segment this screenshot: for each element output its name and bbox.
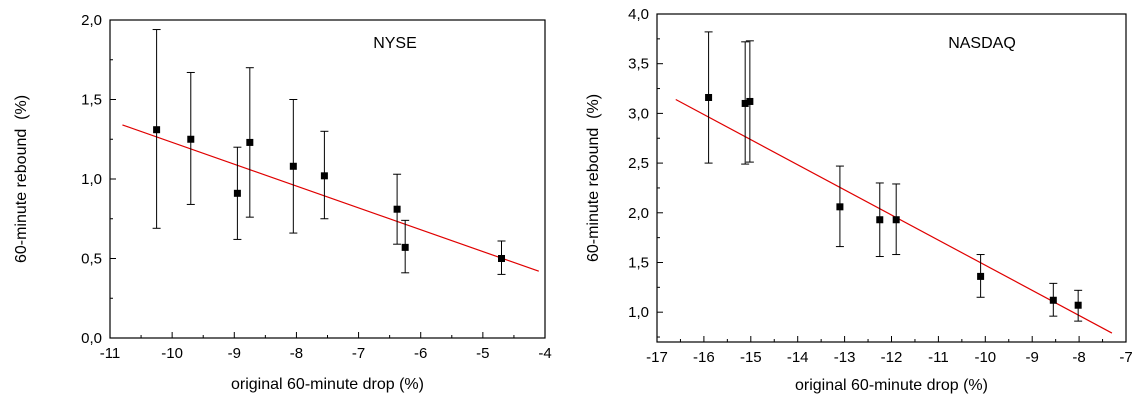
- x-tick-label: -11: [100, 345, 121, 362]
- y-tick-label: 2,0: [628, 205, 649, 222]
- x-tick-label: -11: [928, 349, 949, 366]
- y-tick-label: 1,5: [81, 92, 102, 109]
- plot-frame: [656, 13, 1127, 343]
- y-tick-label: 2,0: [81, 12, 102, 29]
- x-tick-label: -9: [1026, 349, 1039, 366]
- data-point: [320, 172, 328, 180]
- y-tick-label: 0,0: [81, 330, 102, 347]
- data-point: [401, 243, 409, 251]
- x-tick-label: -7: [1119, 349, 1132, 366]
- data-point: [393, 205, 401, 213]
- data-point: [1049, 296, 1057, 304]
- x-axis-label: original 60-minute drop (%): [231, 376, 424, 393]
- data-point: [977, 272, 985, 280]
- data-point: [876, 216, 884, 224]
- data-point: [705, 93, 713, 101]
- chart-panel-0: -11 -10 -9 -8 -7 -6 -5 -4 0,0 0,5 1,0 1,5 2,0 NYSE ori…: [13, 12, 552, 393]
- x-tick-label: -15: [740, 349, 762, 366]
- x-tick-label: -8: [290, 345, 303, 362]
- y-tick-label: 3,5: [628, 56, 649, 73]
- x-tick-label: -7: [352, 345, 365, 362]
- data-point: [498, 255, 505, 262]
- y-tick-label: 1,5: [628, 254, 649, 271]
- data-point: [246, 138, 254, 146]
- x-tick-label: -8: [1072, 349, 1085, 366]
- y-axis-label: 60-minute rebound (%): [13, 95, 30, 263]
- x-tick-label: -6: [414, 345, 427, 362]
- data-point: [1074, 301, 1082, 309]
- x-tick-label: -9: [228, 345, 241, 362]
- y-tick-label: 2,5: [628, 155, 649, 172]
- panel-title: NASDAQ: [948, 35, 1016, 52]
- y-tick-label: 3,0: [628, 105, 649, 122]
- x-tick-label: -4: [538, 345, 551, 362]
- x-tick-label: -14: [787, 349, 809, 366]
- x-tick-label: -17: [646, 349, 668, 366]
- y-tick-label: 0,5: [81, 251, 102, 268]
- x-tick-label: -16: [693, 349, 715, 366]
- data-point: [892, 216, 900, 224]
- data-point: [187, 135, 195, 143]
- chart-panel-1: -17 -16 -15 -14 -13 -12 -11 -10 -9 -8 -7 1,0 1,5 2,0 2…: [585, 6, 1132, 394]
- y-tick-label: 4,0: [628, 6, 649, 23]
- data-point: [289, 162, 297, 170]
- data-point: [153, 126, 161, 134]
- data-point: [233, 189, 241, 197]
- y-tick-label: 1,0: [81, 171, 102, 188]
- y-axis-label: 60-minute rebound (%): [585, 94, 602, 262]
- x-tick-label: -13: [834, 349, 856, 366]
- y-tick-label: 1,0: [628, 304, 649, 321]
- data-point: [836, 203, 844, 211]
- x-axis-label: original 60-minute drop (%): [795, 377, 988, 394]
- data-point: [746, 97, 754, 105]
- x-tick-label: -10: [161, 345, 183, 362]
- x-tick-label: -10: [974, 349, 996, 366]
- panel-title: NYSE: [373, 35, 417, 52]
- x-tick-label: -5: [476, 345, 489, 362]
- fit-line: [122, 124, 539, 272]
- data-point: [741, 99, 749, 107]
- x-tick-label: -12: [881, 349, 903, 366]
